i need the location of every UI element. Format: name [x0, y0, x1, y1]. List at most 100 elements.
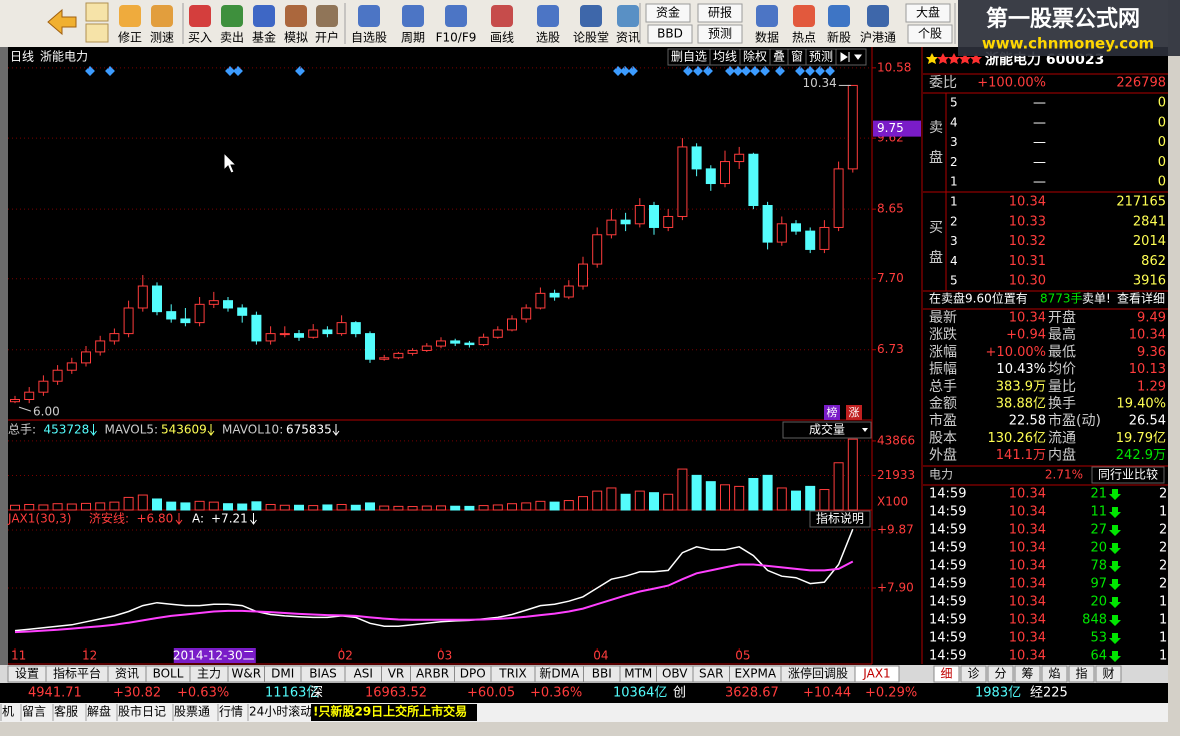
status-item[interactable]: 客服: [54, 704, 78, 719]
toolbar-button[interactable]: 开户: [315, 30, 339, 45]
tab[interactable]: [854, 665, 900, 683]
event-marker[interactable]: [760, 66, 770, 76]
toolbar-icon[interactable]: [580, 5, 602, 27]
event-marker[interactable]: [725, 66, 735, 76]
toolbar-button[interactable]: 新股: [827, 30, 851, 45]
small-button[interactable]: 研报: [708, 5, 732, 20]
industry-link-frame[interactable]: [1091, 466, 1165, 484]
small-button-frame[interactable]: [697, 24, 743, 44]
chart-tool[interactable]: 除权: [743, 49, 767, 64]
event-marker[interactable]: [105, 66, 115, 76]
chart-tool[interactable]: 删自选: [671, 50, 707, 64]
toolbar-button[interactable]: 模拟: [284, 31, 308, 45]
indicator-help[interactable]: 指标说明: [816, 511, 864, 526]
toolbar-icon[interactable]: [402, 5, 424, 27]
badge-label[interactable]: 涨: [849, 406, 860, 419]
small-button-frame[interactable]: [697, 3, 743, 23]
tab-label[interactable]: 新DMA: [539, 666, 580, 681]
tab-label[interactable]: DMI: [271, 667, 294, 681]
chart-tool[interactable]: 叠: [773, 50, 785, 64]
event-marker[interactable]: [613, 66, 623, 76]
toolbar-button[interactable]: 画线: [490, 31, 514, 45]
event-marker[interactable]: [825, 66, 835, 76]
status-item[interactable]: 24小时滚动: [249, 704, 312, 719]
quote-tab-label[interactable]: 细: [940, 667, 952, 681]
toolbar-button[interactable]: 修正: [118, 30, 142, 45]
toolbar-icon[interactable]: [119, 5, 141, 27]
tab-label[interactable]: 主力: [197, 667, 221, 681]
indicator-select[interactable]: [782, 421, 872, 439]
tab-label[interactable]: DPO: [460, 667, 486, 681]
toolbar-button[interactable]: 基金: [252, 30, 276, 45]
event-marker[interactable]: [693, 66, 703, 76]
back-button[interactable]: [47, 8, 77, 36]
toolbar-icon[interactable]: [445, 5, 467, 27]
toolbar-icon[interactable]: [221, 5, 243, 27]
toolbar-icon[interactable]: [793, 5, 815, 27]
toolbar-button[interactable]: 自选股: [351, 31, 387, 45]
alert-link[interactable]: 查看详细: [1117, 291, 1165, 306]
up-button[interactable]: [85, 2, 109, 22]
event-marker[interactable]: [233, 66, 243, 76]
tab-label[interactable]: 指标平台: [53, 666, 101, 681]
toolbar-button[interactable]: F10/F9: [436, 31, 477, 45]
toolbar-icon[interactable]: [491, 5, 513, 27]
quote-tab[interactable]: [1068, 665, 1095, 683]
event-marker[interactable]: [703, 66, 713, 76]
quote-tab[interactable]: [1041, 665, 1068, 683]
quote-tab-label[interactable]: 诊: [967, 667, 979, 681]
toolbar-icon[interactable]: [867, 5, 889, 27]
event-marker[interactable]: [815, 66, 825, 76]
status-item[interactable]: 股市日记: [118, 704, 166, 719]
toolbar-icon[interactable]: [316, 5, 338, 27]
small-button-frame[interactable]: [647, 24, 693, 44]
quote-tab[interactable]: [960, 665, 987, 683]
toolbar-icon[interactable]: [151, 5, 173, 27]
event-marker[interactable]: [85, 66, 95, 76]
small-button-frame[interactable]: [907, 24, 953, 44]
down-button[interactable]: [85, 23, 109, 43]
event-marker[interactable]: [683, 66, 693, 76]
small-button[interactable]: 个股: [918, 27, 942, 41]
tab-label[interactable]: 涨停回调股: [788, 666, 848, 681]
event-marker[interactable]: [620, 66, 630, 76]
toolbar-button[interactable]: 测速: [150, 31, 174, 45]
badge[interactable]: [846, 405, 862, 420]
tool-frame[interactable]: [835, 48, 867, 66]
toolbar-icon[interactable]: [285, 5, 307, 27]
tab-label[interactable]: 资讯: [115, 667, 139, 681]
tab-label[interactable]: W&R: [231, 667, 261, 681]
chart-tool[interactable]: 预测: [809, 50, 833, 64]
status-item[interactable]: 股票通: [174, 705, 210, 719]
tab-label[interactable]: OBV: [662, 667, 688, 681]
quote-tab[interactable]: [1095, 665, 1122, 683]
toolbar-button[interactable]: 买入: [188, 31, 212, 45]
toolbar-button[interactable]: 数据: [755, 30, 779, 45]
event-marker[interactable]: [750, 66, 760, 76]
tab-label[interactable]: BIAS: [309, 667, 337, 681]
event-marker[interactable]: [795, 66, 805, 76]
quote-tab-label[interactable]: 筹: [1021, 667, 1033, 681]
toolbar-icon[interactable]: [189, 5, 211, 27]
tab-label[interactable]: 设置: [15, 667, 39, 681]
small-button-frame[interactable]: [905, 3, 951, 23]
status-item[interactable]: 留言: [22, 705, 46, 719]
tab-label[interactable]: JAX1: [862, 667, 890, 681]
toolbar-icon[interactable]: [756, 5, 778, 27]
small-button[interactable]: 资金: [656, 5, 680, 20]
event-marker[interactable]: [741, 66, 751, 76]
status-item[interactable]: 解盘: [87, 704, 111, 719]
toolbar-button[interactable]: 卖出: [220, 31, 244, 45]
toolbar-button[interactable]: 热点: [792, 31, 816, 45]
toolbar-icon[interactable]: [358, 5, 380, 27]
small-button[interactable]: 预测: [708, 27, 732, 41]
help-frame[interactable]: [809, 510, 871, 528]
event-marker[interactable]: [775, 66, 785, 76]
quote-tab[interactable]: [933, 665, 960, 683]
event-marker[interactable]: [628, 66, 638, 76]
event-marker[interactable]: [805, 66, 815, 76]
quote-tab[interactable]: [1014, 665, 1041, 683]
event-marker[interactable]: [225, 66, 235, 76]
tab-label[interactable]: ARBR: [416, 667, 449, 681]
tab-label[interactable]: EXPMA: [734, 667, 776, 681]
